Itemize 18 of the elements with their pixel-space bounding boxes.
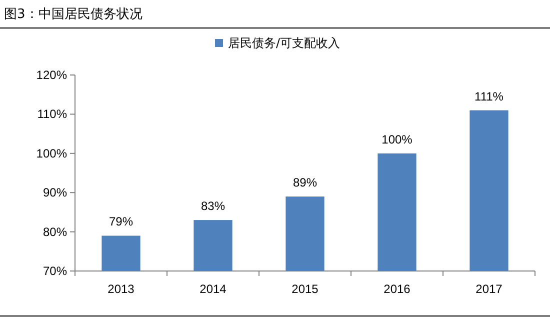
y-tick-label: 110% <box>37 107 68 122</box>
data-label: 111% <box>474 89 504 104</box>
x-tick-label: 2015 <box>292 282 319 296</box>
x-tick-label: 2016 <box>384 282 411 296</box>
data-label: 83% <box>200 199 226 214</box>
data-label: 79% <box>108 214 134 229</box>
y-tick-label: 120% <box>36 68 68 82</box>
data-label: 89% <box>292 176 318 190</box>
x-tick-label: 2014 <box>200 282 227 296</box>
x-tick-label: 2013 <box>108 282 135 296</box>
data-label: 100% <box>382 132 413 146</box>
legend-label: 居民债务/可支配收入 <box>228 36 340 50</box>
title: 图3：中国居民债务状况 <box>4 7 142 22</box>
y-tick-label: 100% <box>36 146 68 160</box>
y-tick-label: 80% <box>42 224 68 239</box>
y-tick-label: 90% <box>42 186 68 200</box>
x-tick-label: 2017 <box>476 282 503 296</box>
y-tick-label: 70% <box>42 264 68 278</box>
